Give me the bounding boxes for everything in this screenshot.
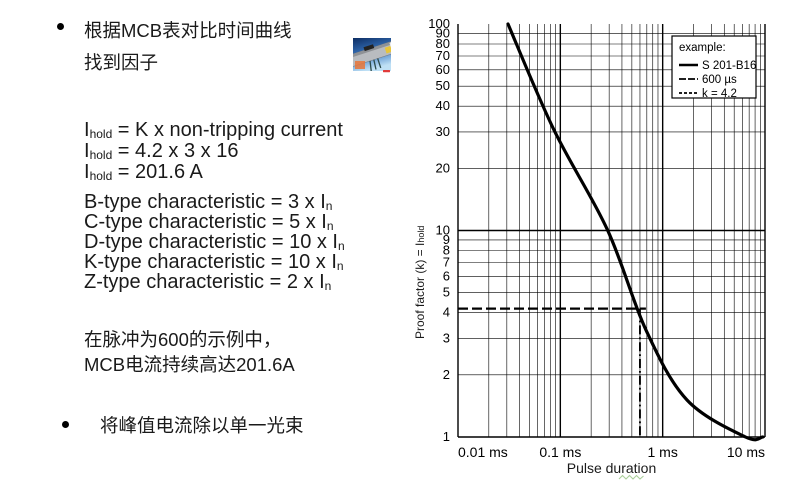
svg-text:20: 20 <box>436 160 450 175</box>
svg-text:1: 1 <box>443 429 450 444</box>
svg-text:1 ms: 1 ms <box>647 444 677 460</box>
svg-text:7: 7 <box>443 254 450 269</box>
svg-text:0.01 ms: 0.01 ms <box>458 444 508 460</box>
svg-text:k = 4.2: k = 4.2 <box>702 88 737 100</box>
svg-text:2: 2 <box>443 367 450 382</box>
svg-text:70: 70 <box>436 48 450 63</box>
svg-text:3: 3 <box>443 330 450 345</box>
svg-text:5: 5 <box>443 285 450 300</box>
svg-text:50: 50 <box>436 78 450 93</box>
svg-text:600 µs: 600 µs <box>702 74 737 86</box>
svg-text:example:: example: <box>679 42 726 54</box>
svg-text:0.1 ms: 0.1 ms <box>539 444 581 460</box>
svg-text:60: 60 <box>436 62 450 77</box>
svg-text:S 201-B16: S 201-B16 <box>702 60 756 72</box>
svg-text:6: 6 <box>443 268 450 283</box>
svg-text:4: 4 <box>443 305 450 320</box>
svg-text:30: 30 <box>436 124 450 139</box>
svg-text:40: 40 <box>436 98 450 113</box>
svg-text:10 ms: 10 ms <box>727 444 765 460</box>
